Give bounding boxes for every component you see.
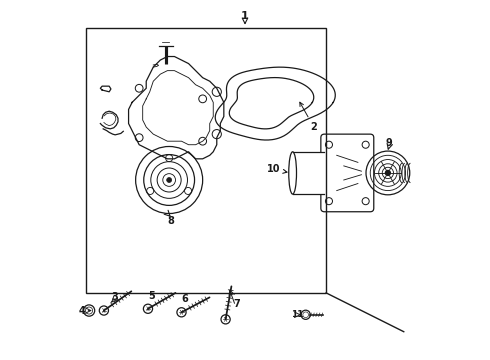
Text: 6: 6 (181, 294, 188, 304)
Text: 3: 3 (111, 292, 118, 302)
Bar (293, 152, 324, 194)
Bar (86, 28, 326, 293)
Text: 9: 9 (386, 138, 392, 148)
Circle shape (167, 177, 172, 183)
Text: 4: 4 (78, 306, 85, 315)
Text: 1: 1 (241, 11, 249, 21)
Text: 8: 8 (168, 216, 174, 226)
Text: 7: 7 (234, 299, 241, 309)
Text: 11: 11 (291, 310, 303, 319)
Ellipse shape (289, 152, 296, 194)
Text: 2: 2 (300, 102, 317, 132)
Text: 10: 10 (267, 165, 287, 174)
Text: 5: 5 (148, 291, 155, 301)
Circle shape (386, 171, 391, 175)
